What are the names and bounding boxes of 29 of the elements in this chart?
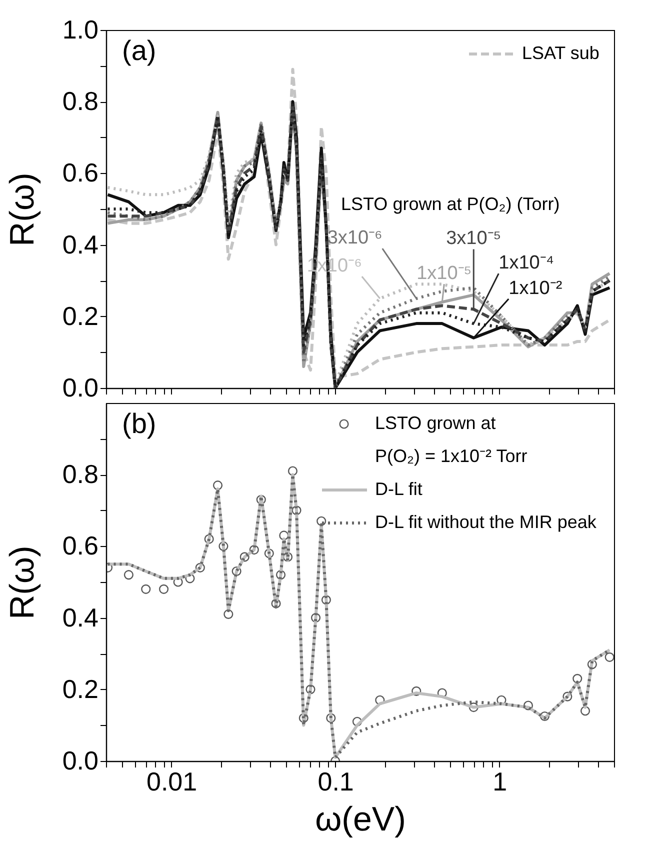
x-tick-label: 0.1	[318, 766, 354, 796]
text: 3x10⁻⁵	[446, 228, 502, 250]
x-axis-title: ω(eV)	[315, 800, 406, 838]
y-tick-label: 1.0	[62, 14, 98, 44]
legend-label: D-L fit without the MIR peak	[375, 512, 598, 532]
y-tick-label: 0.2	[62, 674, 98, 704]
y-tick-label: 0.4	[62, 229, 98, 260]
y-tick-label: 0.0	[62, 372, 98, 402]
legend-label: LSTO grown at P(O₂) = 1x10⁻² Torr	[375, 413, 528, 466]
x-tick-label: 1	[492, 766, 508, 796]
y-axis-title: R(ω)	[3, 172, 42, 246]
y-axis-title: R(ω)	[3, 546, 42, 620]
series-label: 3x10⁻⁶	[327, 228, 382, 248]
legend-label: D-L fit	[375, 479, 422, 499]
series-label: 1x10⁻²	[508, 278, 562, 299]
annotation: (b)	[122, 408, 156, 439]
text: 1x10⁻⁴	[498, 252, 554, 274]
y-tick-label: 0.2	[62, 300, 98, 331]
annotation: LSTO grown at P(O₂) (Torr)	[341, 194, 560, 214]
series-label: 1x10⁻⁵	[416, 263, 472, 284]
y-tick-label: 0.6	[62, 530, 98, 561]
y-tick-label: 0.4	[62, 602, 98, 632]
legend-label: LSAT sub	[522, 43, 600, 63]
x-tick-label: 0.01	[146, 766, 198, 796]
y-tick-label: 0.8	[62, 86, 98, 116]
annotation: (a)	[122, 35, 156, 66]
y-tick-label: 0.6	[62, 158, 98, 188]
y-tick-label: 0.0	[62, 746, 98, 776]
y-tick-label: 0.8	[62, 459, 98, 490]
